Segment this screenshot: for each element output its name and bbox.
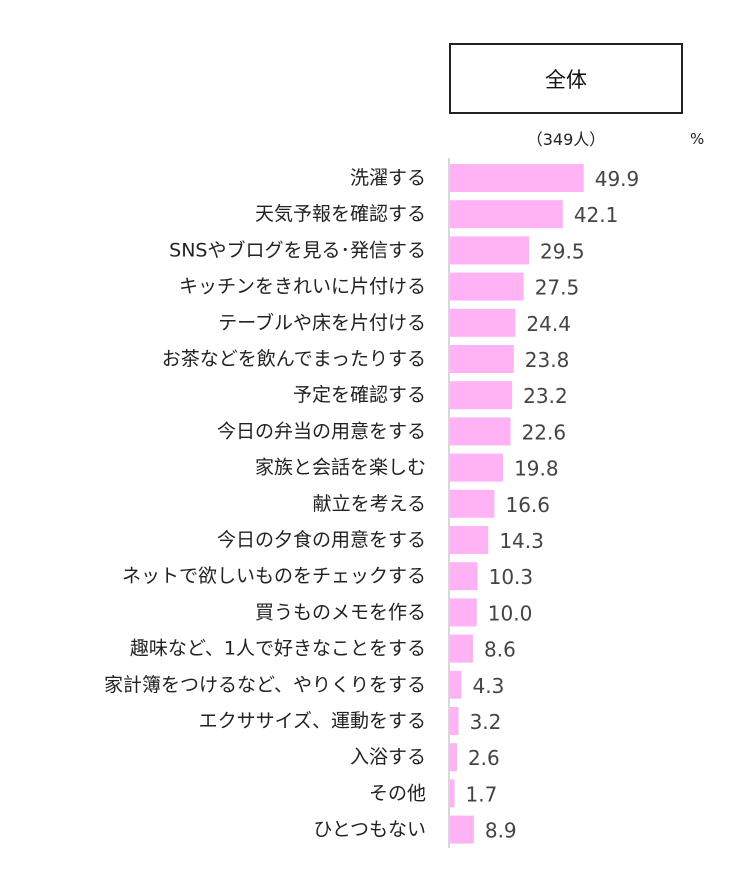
- bar: [450, 200, 563, 229]
- bar: [450, 598, 477, 627]
- value-label: 27.5: [535, 276, 580, 300]
- category-label: 買うものメモを作る: [255, 601, 426, 623]
- bar: [450, 453, 504, 482]
- value-label: 23.2: [523, 384, 568, 408]
- value-label: 10.0: [488, 601, 533, 625]
- bar: [450, 526, 489, 554]
- value-label: 23.8: [525, 348, 570, 372]
- bar: [450, 707, 459, 735]
- value-label: 24.4: [526, 312, 571, 336]
- column-header-label: 全体: [545, 67, 587, 92]
- category-label: 家計簿をつけるなど、やりくりをする: [104, 674, 426, 696]
- bar: [450, 815, 474, 844]
- unit-label: %: [690, 130, 705, 148]
- category-label: SNSやブログを見る･発信する: [169, 238, 426, 261]
- bar: [450, 779, 455, 808]
- bar: [450, 489, 495, 518]
- bar: [450, 562, 478, 591]
- category-label: ひとつもない: [313, 819, 426, 841]
- bar: [450, 743, 457, 772]
- category-label: 今日の夕食の用意をする: [217, 529, 426, 551]
- bar: [450, 670, 462, 699]
- category-label: お茶などを飲んでまったりする: [162, 348, 426, 370]
- column-header: 全体: [449, 43, 683, 114]
- category-label: エクササイズ、運動をする: [199, 710, 426, 732]
- category-label: その他: [369, 782, 426, 804]
- value-label: 10.3: [489, 565, 534, 589]
- value-label: 22.6: [522, 420, 567, 444]
- bar: [450, 236, 530, 265]
- value-label: 49.9: [595, 167, 640, 191]
- category-label: 入浴する: [350, 746, 426, 768]
- category-label: 家族と会話を楽しむ: [255, 457, 426, 479]
- value-label: 29.5: [540, 239, 585, 263]
- bar: [450, 417, 511, 446]
- category-label: テーブルや床を片付ける: [218, 311, 426, 334]
- category-label: キッチンをきれいに片付ける: [179, 276, 426, 298]
- category-label: ネットで欲しいものをチェックする: [122, 565, 426, 587]
- category-label: 予定を確認する: [293, 384, 426, 406]
- category-label: 洗濯する: [350, 167, 426, 189]
- category-label: 趣味など、1人で好きなことをする: [130, 638, 426, 660]
- value-label: 19.8: [514, 457, 559, 481]
- value-label: 14.3: [499, 529, 544, 553]
- category-label: 天気予報を確認する: [255, 203, 426, 225]
- value-label: 8.6: [484, 638, 516, 662]
- value-label: 42.1: [574, 203, 619, 227]
- category-label: 献立を考える: [313, 493, 426, 515]
- bar: [450, 164, 584, 192]
- value-label: 4.3: [473, 674, 505, 698]
- bar: [450, 381, 513, 410]
- value-label: 3.2: [470, 710, 502, 734]
- bar: [450, 345, 514, 373]
- bar: [450, 272, 524, 301]
- bar: [450, 634, 474, 663]
- value-label: 8.9: [485, 819, 517, 843]
- value-label: 1.7: [466, 782, 498, 806]
- sample-size: （349人）: [526, 130, 606, 149]
- value-label: 2.6: [468, 746, 500, 770]
- category-label: 今日の弁当の用意をする: [217, 420, 426, 442]
- value-label: 16.6: [505, 493, 550, 517]
- bar: [450, 308, 516, 337]
